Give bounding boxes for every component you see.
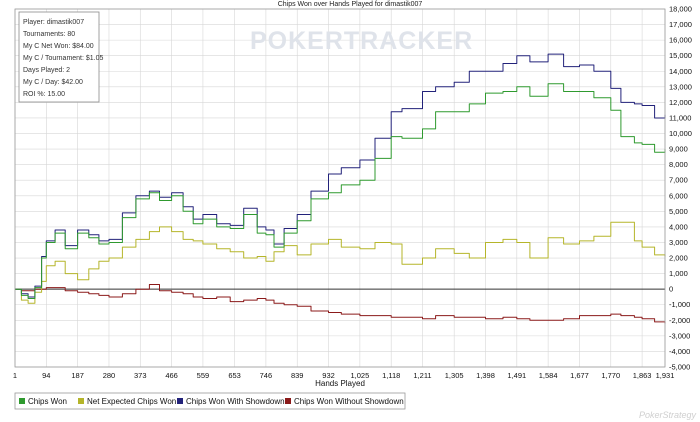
- y-tick-label: 12,000: [669, 98, 692, 107]
- legend-label-chips-won: Chips Won: [28, 397, 67, 406]
- y-tick-label: 16,000: [669, 36, 692, 45]
- y-tick-label: 18,000: [669, 5, 692, 14]
- y-tick-label: 5,000: [669, 207, 688, 216]
- x-tick-label: 839: [291, 371, 304, 380]
- y-tick-label: 11,000: [669, 113, 691, 122]
- series-without-showdown: [15, 284, 666, 324]
- x-tick-label: 932: [322, 371, 335, 380]
- x-tick-label: 187: [71, 371, 84, 380]
- y-tick-label: 7,000: [669, 176, 688, 185]
- y-tick-label: 1,000: [669, 269, 688, 278]
- y-tick-label: 6,000: [669, 191, 688, 200]
- plot-frame: [14, 8, 666, 368]
- x-tick-label: 1,305: [445, 371, 464, 380]
- y-tick-label: 10,000: [669, 129, 692, 138]
- legend-label-without-showdown: Chips Won Without Showdown: [294, 397, 404, 406]
- x-axis-ticks: 1 94 187 280 373 466 559 653 746 839 932 1,025 1,118…: [13, 371, 674, 380]
- y-tick-label: 3,000: [669, 238, 688, 247]
- legend: Chips Won Net Expected Chips Won Chips W…: [14, 392, 406, 410]
- legend-swatch-with-showdown: [177, 398, 183, 404]
- legend-label-net-expected: Net Expected Chips Won: [87, 397, 176, 406]
- stat-player: Player: dimastik007: [23, 19, 84, 26]
- stats-box: Player: dimastik007 Tournaments: 80 My C…: [18, 11, 104, 103]
- x-tick-label: 1,025: [350, 371, 369, 380]
- legend-label-with-showdown: Chips Won With Showdown: [186, 397, 285, 406]
- y-tick-label: -5,000: [669, 363, 690, 372]
- y-tick-label: 15,000: [669, 51, 692, 60]
- x-tick-label: 746: [260, 371, 273, 380]
- y-tick-label: 14,000: [669, 67, 692, 76]
- stats-box-frame: [18, 11, 100, 103]
- legend-frame: [14, 392, 406, 410]
- y-tick-label: -2,000: [669, 316, 690, 325]
- y-axis-ticks: -5,000 -4,000 -3,000 -2,000 -1,000 0 1,000 2,00…: [669, 5, 692, 372]
- watermark: PokerStrategy: [639, 410, 697, 420]
- y-tick-label: 0: [669, 285, 673, 294]
- legend-swatch-chips-won: [19, 398, 25, 404]
- series-net-expected: [15, 221, 666, 304]
- y-tick-label: 4,000: [669, 222, 688, 231]
- y-tick-label: -1,000: [669, 300, 690, 309]
- legend-swatch-net-expected: [78, 398, 84, 404]
- y-tick-label: 2,000: [669, 254, 688, 263]
- x-tick-label: 280: [103, 371, 116, 380]
- x-tick-label: 653: [228, 371, 241, 380]
- x-tick-label: 1,491: [507, 371, 526, 380]
- y-tick-label: 9,000: [669, 145, 688, 154]
- y-tick-label: 13,000: [669, 82, 692, 91]
- x-axis-label: Hands Played: [315, 379, 365, 388]
- pokertracker-logo: POKERTRACKER: [250, 27, 473, 55]
- stat-net-won: My C Net Won: $84.00: [23, 43, 94, 50]
- x-tick-label: 1,584: [539, 371, 558, 380]
- y-tick-label: 8,000: [669, 160, 688, 169]
- y-tick-label: -4,000: [669, 347, 690, 356]
- stat-per-day: My C / Day: $42.00: [23, 79, 83, 86]
- series-lines: [15, 53, 666, 324]
- y-tick-label: 17,000: [669, 20, 692, 29]
- x-tick-label: 1,398: [476, 371, 495, 380]
- x-tick-label: 373: [134, 371, 147, 380]
- legend-swatch-without-showdown: [285, 398, 291, 404]
- stat-per-tournament: My C / Tournament: $1.05: [23, 55, 104, 62]
- x-tick-label: 1: [13, 371, 17, 380]
- x-tick-label: 1,931: [656, 371, 675, 380]
- x-tick-label: 466: [165, 371, 178, 380]
- x-tick-label: 1,211: [413, 371, 431, 380]
- chart-title: Chips Won over Hands Played for dimastik…: [278, 1, 423, 8]
- x-tick-label: 559: [197, 371, 210, 380]
- stat-days-played: Days Played: 2: [23, 67, 70, 74]
- x-tick-label: 94: [42, 371, 50, 380]
- x-tick-label: 1,118: [382, 371, 400, 380]
- series-chips-won: [15, 83, 666, 299]
- y-tick-label: -3,000: [669, 331, 690, 340]
- x-tick-label: 1,863: [633, 371, 652, 380]
- x-tick-label: 1,770: [601, 371, 620, 380]
- x-tick-label: 1,677: [570, 371, 589, 380]
- stat-tournaments: Tournaments: 80: [23, 31, 75, 38]
- stat-roi: ROI %: 15.00: [23, 91, 65, 98]
